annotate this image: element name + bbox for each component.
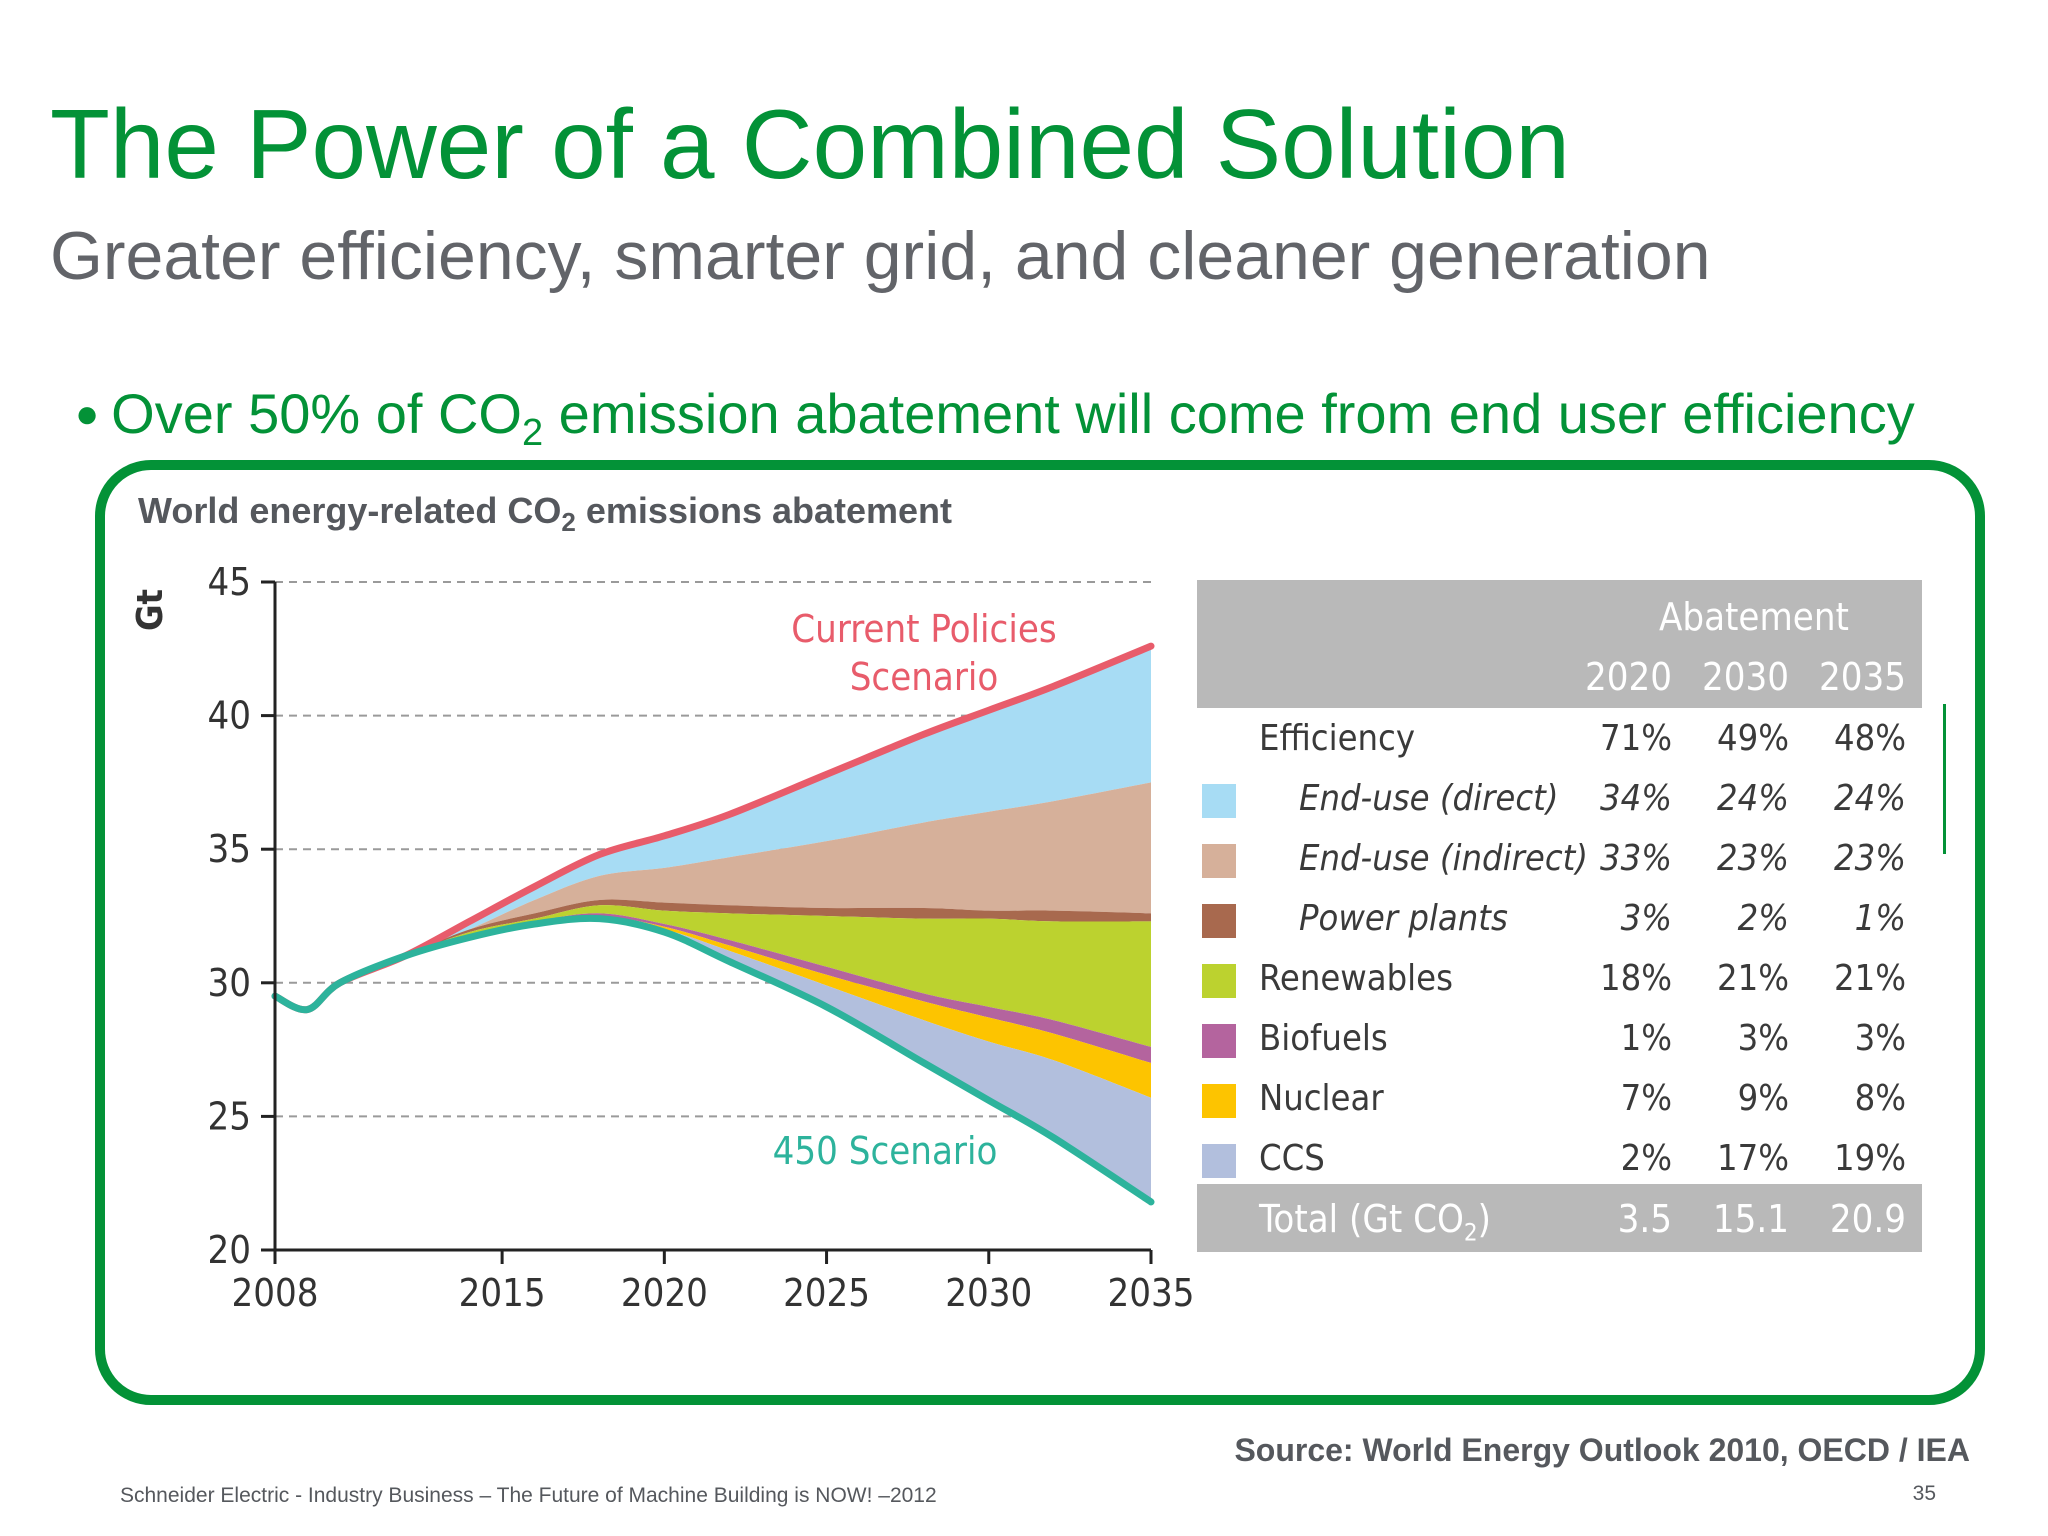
table-year-header: 2020 — [1585, 655, 1672, 699]
y-axis-label: Gt — [130, 589, 171, 631]
legend-swatch — [1202, 784, 1236, 818]
table-cell: 18% — [1600, 958, 1672, 999]
y-tick-label: 40 — [208, 694, 252, 738]
legend-swatch — [1202, 1024, 1236, 1058]
bullet-dot-icon: ● — [75, 392, 100, 436]
x-tick-label: 2015 — [459, 1271, 546, 1315]
table-cell: 1% — [1620, 1018, 1672, 1059]
table-cell: 34% — [1600, 778, 1672, 819]
table-cell: 24% — [1834, 778, 1906, 819]
table-row-label: Nuclear — [1259, 1078, 1384, 1119]
chart-title-sub: 2 — [561, 507, 576, 538]
y-tick-label: 20 — [208, 1228, 252, 1272]
table-cell: 23% — [1717, 838, 1789, 879]
bullet-text-before: Over 50% of CO — [111, 382, 522, 445]
table-cell: 21% — [1834, 958, 1906, 999]
x-tick-label: 2008 — [232, 1271, 319, 1315]
y-tick-label: 35 — [208, 827, 252, 871]
chart-frame — [95, 460, 1985, 1405]
x-tick-label: 2020 — [621, 1271, 708, 1315]
abatement-table: Abatement 2020 2030 2035 Efficiency 71% 49% 48%… — [1197, 580, 1922, 1252]
annotation-current-policies-2: Scenario — [850, 655, 999, 699]
y-tick-label: 30 — [208, 961, 252, 1005]
table-cell: 19% — [1834, 1138, 1906, 1179]
table-cell: 2% — [1620, 1138, 1672, 1179]
chart-title-before: World energy-related CO — [138, 490, 562, 531]
table-row-label: Biofuels — [1259, 1018, 1388, 1059]
chart-title-after: emissions abatement — [575, 490, 953, 531]
table-header-abatement: Abatement — [1659, 595, 1849, 639]
x-tick-label: 2025 — [783, 1271, 870, 1315]
table-cell: 9% — [1737, 1078, 1789, 1119]
table-cell: 21% — [1717, 958, 1789, 999]
table-cell: 49% — [1717, 718, 1789, 759]
table-cell: 17% — [1717, 1138, 1789, 1179]
table-row-label: End-use (direct) — [1299, 778, 1559, 819]
table-row-label: Efficiency — [1259, 718, 1416, 759]
table-total-label-part: Total (Gt CO — [1259, 1197, 1464, 1241]
bullet-point: ● Over 50% of CO2 emission abatement will… — [75, 386, 1915, 455]
chart-title: World energy-related CO2 emissions abate… — [138, 490, 952, 538]
table-row-label: Power plants — [1299, 898, 1508, 939]
legend-swatch — [1202, 1084, 1236, 1118]
slide-subtitle: Greater efficiency, smarter grid, and cl… — [50, 218, 1711, 294]
table-cell: 24% — [1717, 778, 1789, 819]
table-cell: 3% — [1854, 1018, 1906, 1059]
table-total-cell: 20.9 — [1829, 1197, 1906, 1241]
table-cell: 1% — [1854, 898, 1906, 939]
area-ccs — [275, 918, 1151, 1202]
table-row-label: CCS — [1259, 1138, 1325, 1179]
annotation-450-scenario: 450 Scenario — [773, 1129, 998, 1173]
table-side-line — [1943, 704, 1946, 854]
source-note: Source: World Energy Outlook 2010, OECD … — [1234, 1432, 1970, 1468]
table-cell: 8% — [1854, 1078, 1906, 1119]
table-cell: 3% — [1620, 898, 1672, 939]
y-tick-label: 25 — [208, 1094, 252, 1138]
table-total-label-part: 2 — [1463, 1218, 1478, 1247]
y-tick-label: 45 — [208, 560, 252, 604]
bullet-text-after: emission abatement will come from end us… — [543, 382, 1915, 445]
table-total-cell: 15.1 — [1712, 1197, 1789, 1241]
legend-swatch — [1202, 904, 1236, 938]
table-cell: 23% — [1834, 838, 1906, 879]
scenario-450-line — [271, 914, 1155, 1206]
area-end-use-indirect- — [275, 782, 1151, 1010]
area-end-use-direct- — [275, 646, 1151, 1010]
table-total-label: Total (Gt CO2) — [1259, 1200, 1491, 1245]
x-tick-label: 2030 — [945, 1271, 1032, 1315]
table-total-band — [1197, 1184, 1922, 1252]
table-header-band — [1197, 580, 1922, 708]
table-year-header: 2035 — [1819, 655, 1906, 699]
table-cell: 33% — [1600, 838, 1672, 879]
page-number: 35 — [1912, 1482, 1936, 1505]
table-cell: 3% — [1737, 1018, 1789, 1059]
table-total-label-part: ) — [1477, 1197, 1491, 1241]
table-row-label: Renewables — [1259, 958, 1453, 999]
table-year-header: 2030 — [1702, 655, 1789, 699]
annotation-current-policies-1: Current Policies — [791, 607, 1056, 651]
x-tick-label: 2035 — [1108, 1271, 1195, 1315]
footer-text: Schneider Electric - Industry Business –… — [120, 1484, 937, 1507]
legend-swatch — [1202, 844, 1236, 878]
table-row-label: End-use (indirect) — [1299, 838, 1588, 879]
bullet-subscript: 2 — [521, 412, 544, 455]
table-total-cell: 3.5 — [1617, 1197, 1672, 1241]
legend-swatch — [1202, 964, 1236, 998]
table-cell: 7% — [1620, 1078, 1672, 1119]
table-cell: 2% — [1737, 898, 1789, 939]
table-cell: 48% — [1834, 718, 1906, 759]
legend-swatch — [1202, 1144, 1236, 1178]
table-cell: 71% — [1600, 718, 1672, 759]
area-renewables — [275, 905, 1151, 1047]
slide-title: The Power of a Combined Solution — [50, 89, 1570, 199]
